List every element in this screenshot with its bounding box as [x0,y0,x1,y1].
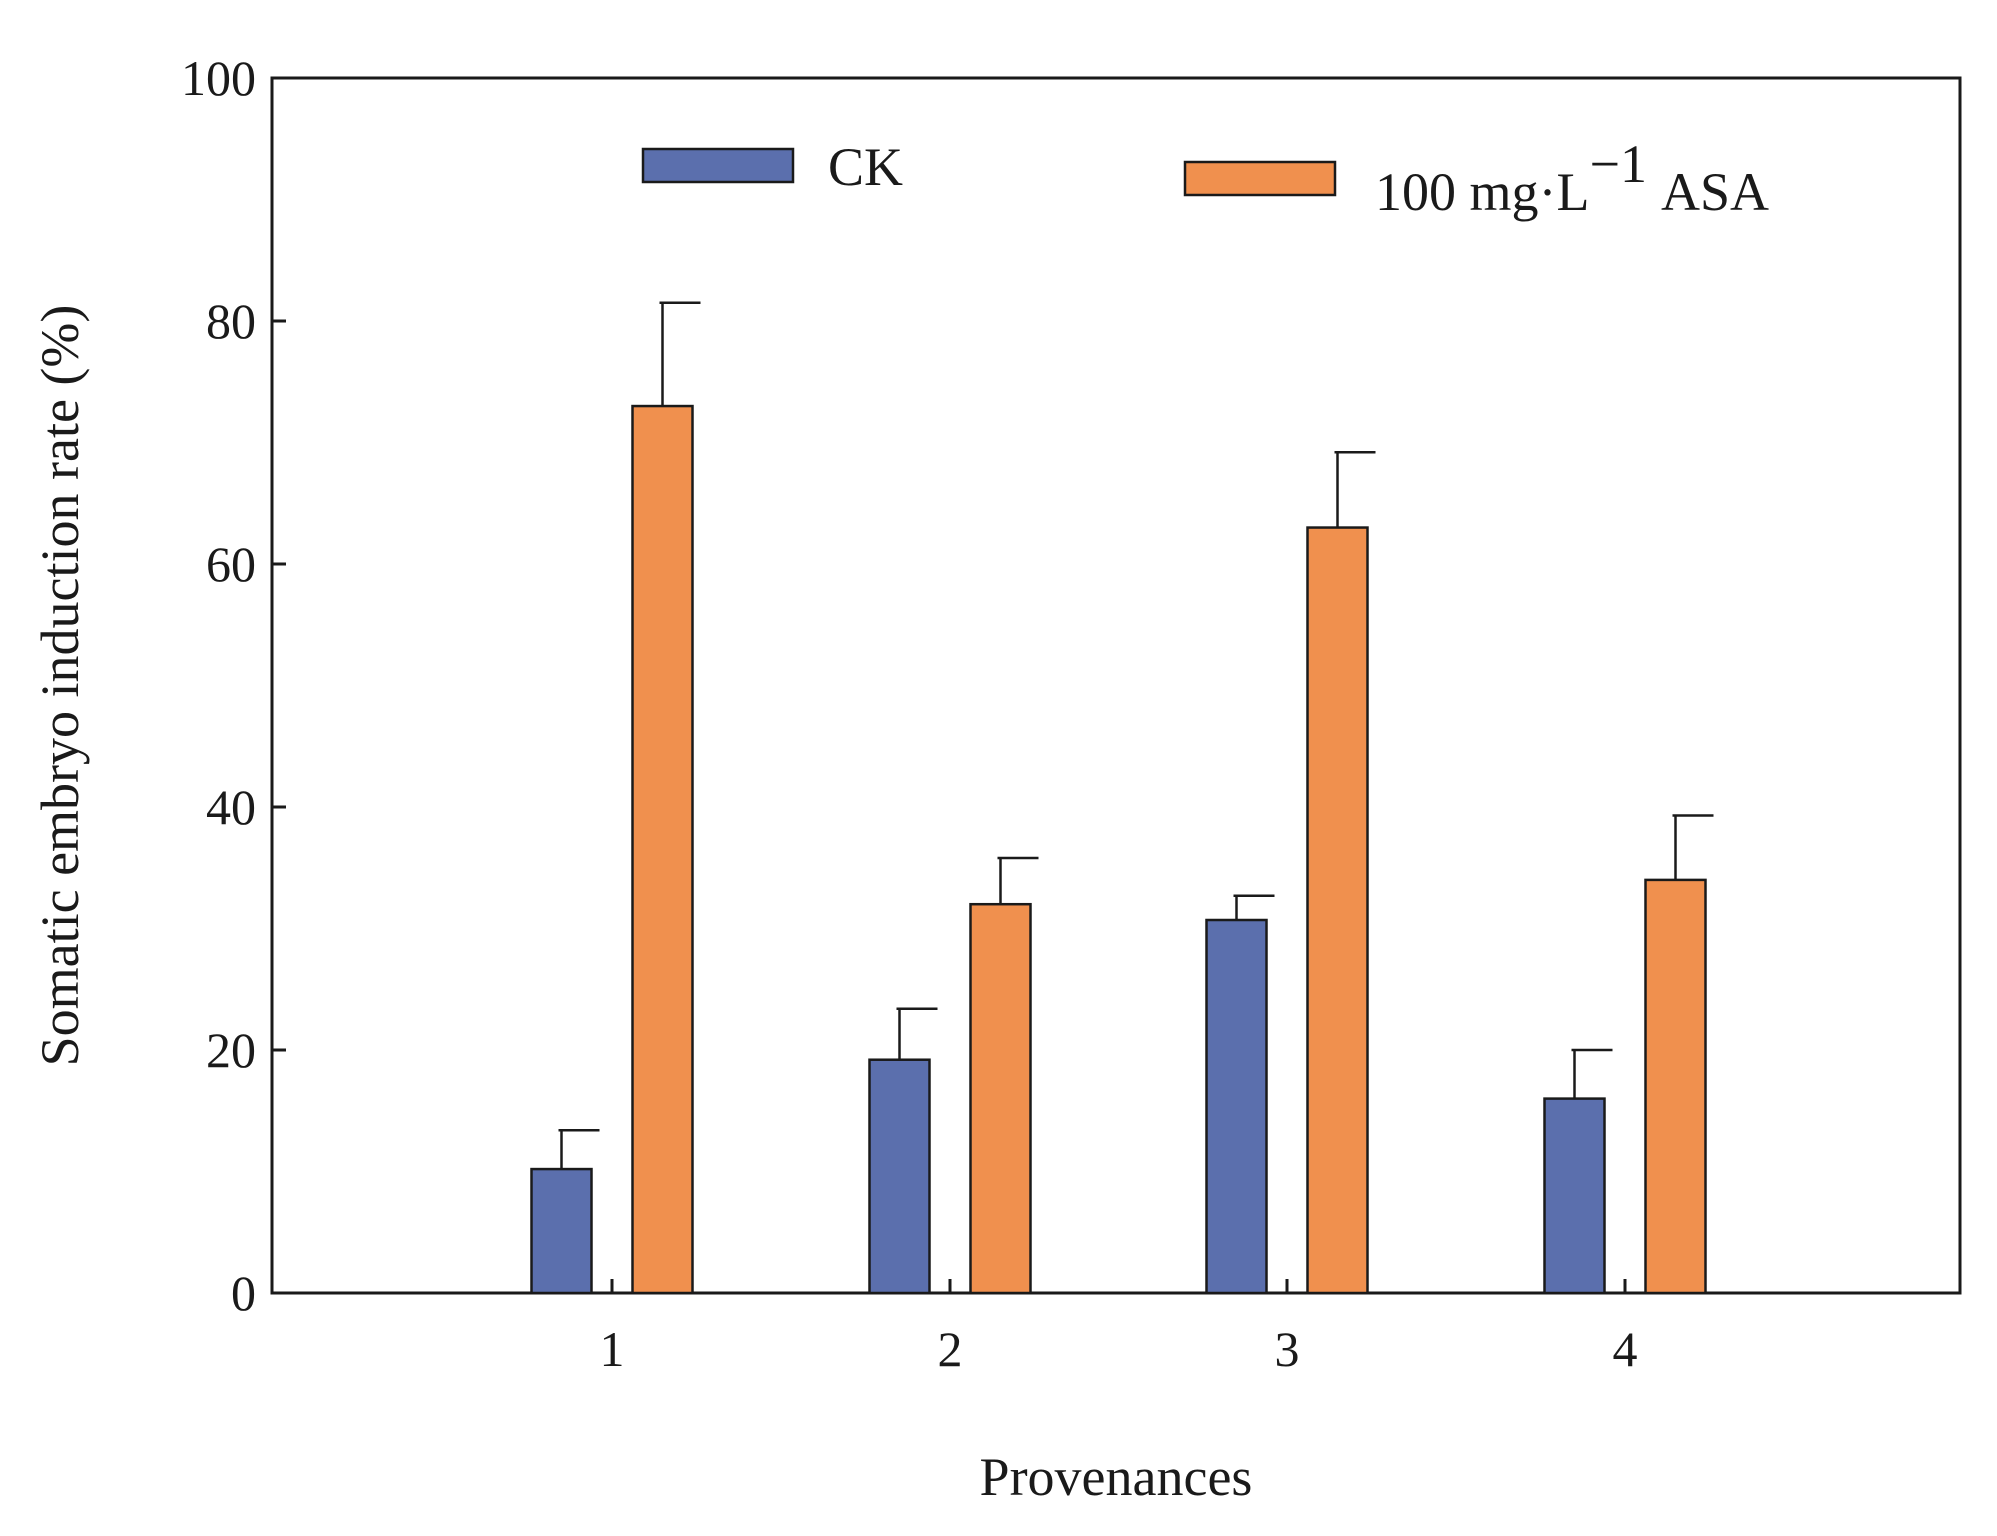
bar-asa-4 [1644,878,1707,1295]
y-tick-label-80: 80 [206,293,256,349]
y-tick-label-20: 20 [206,1022,256,1078]
x-tick-label-2: 2 [938,1321,963,1377]
y-tick-label-40: 40 [206,779,256,835]
plot-area [270,76,1962,1295]
x-axis-title: Provenances [980,1447,1253,1507]
bar-ck-3 [1205,918,1268,1295]
bar-ck-1 [530,1167,593,1295]
bar-ck-4 [1543,1097,1606,1295]
x-tick-label-4: 4 [1613,1321,1638,1377]
legend-label-ck: CK [828,137,903,197]
bar-marks [530,301,1714,1295]
y-tick-label-60: 60 [206,536,256,592]
x-tick-label-1: 1 [600,1321,625,1377]
y-axis-title: Somatic embryo induction rate (%) [30,305,90,1067]
legend-label-asa: 100 mg·L−1 ASA [1375,134,1769,222]
bar-ck-2 [868,1058,931,1295]
axes: 0 20 40 60 80 100 1 2 3 4 [181,50,1638,1377]
bar-asa-1 [631,404,694,1295]
legend-swatch-ck [641,147,795,184]
bar-asa-2 [969,902,1032,1295]
legend-swatch-asa [1183,160,1337,197]
plot-frame [270,76,1962,1295]
bar-asa-3 [1306,526,1369,1295]
legend: CK 100 mg·L−1 ASA [641,134,1769,222]
x-tick-label-3: 3 [1275,1321,1300,1377]
y-tick-label-0: 0 [231,1265,256,1321]
y-tick-label-100: 100 [181,50,256,106]
